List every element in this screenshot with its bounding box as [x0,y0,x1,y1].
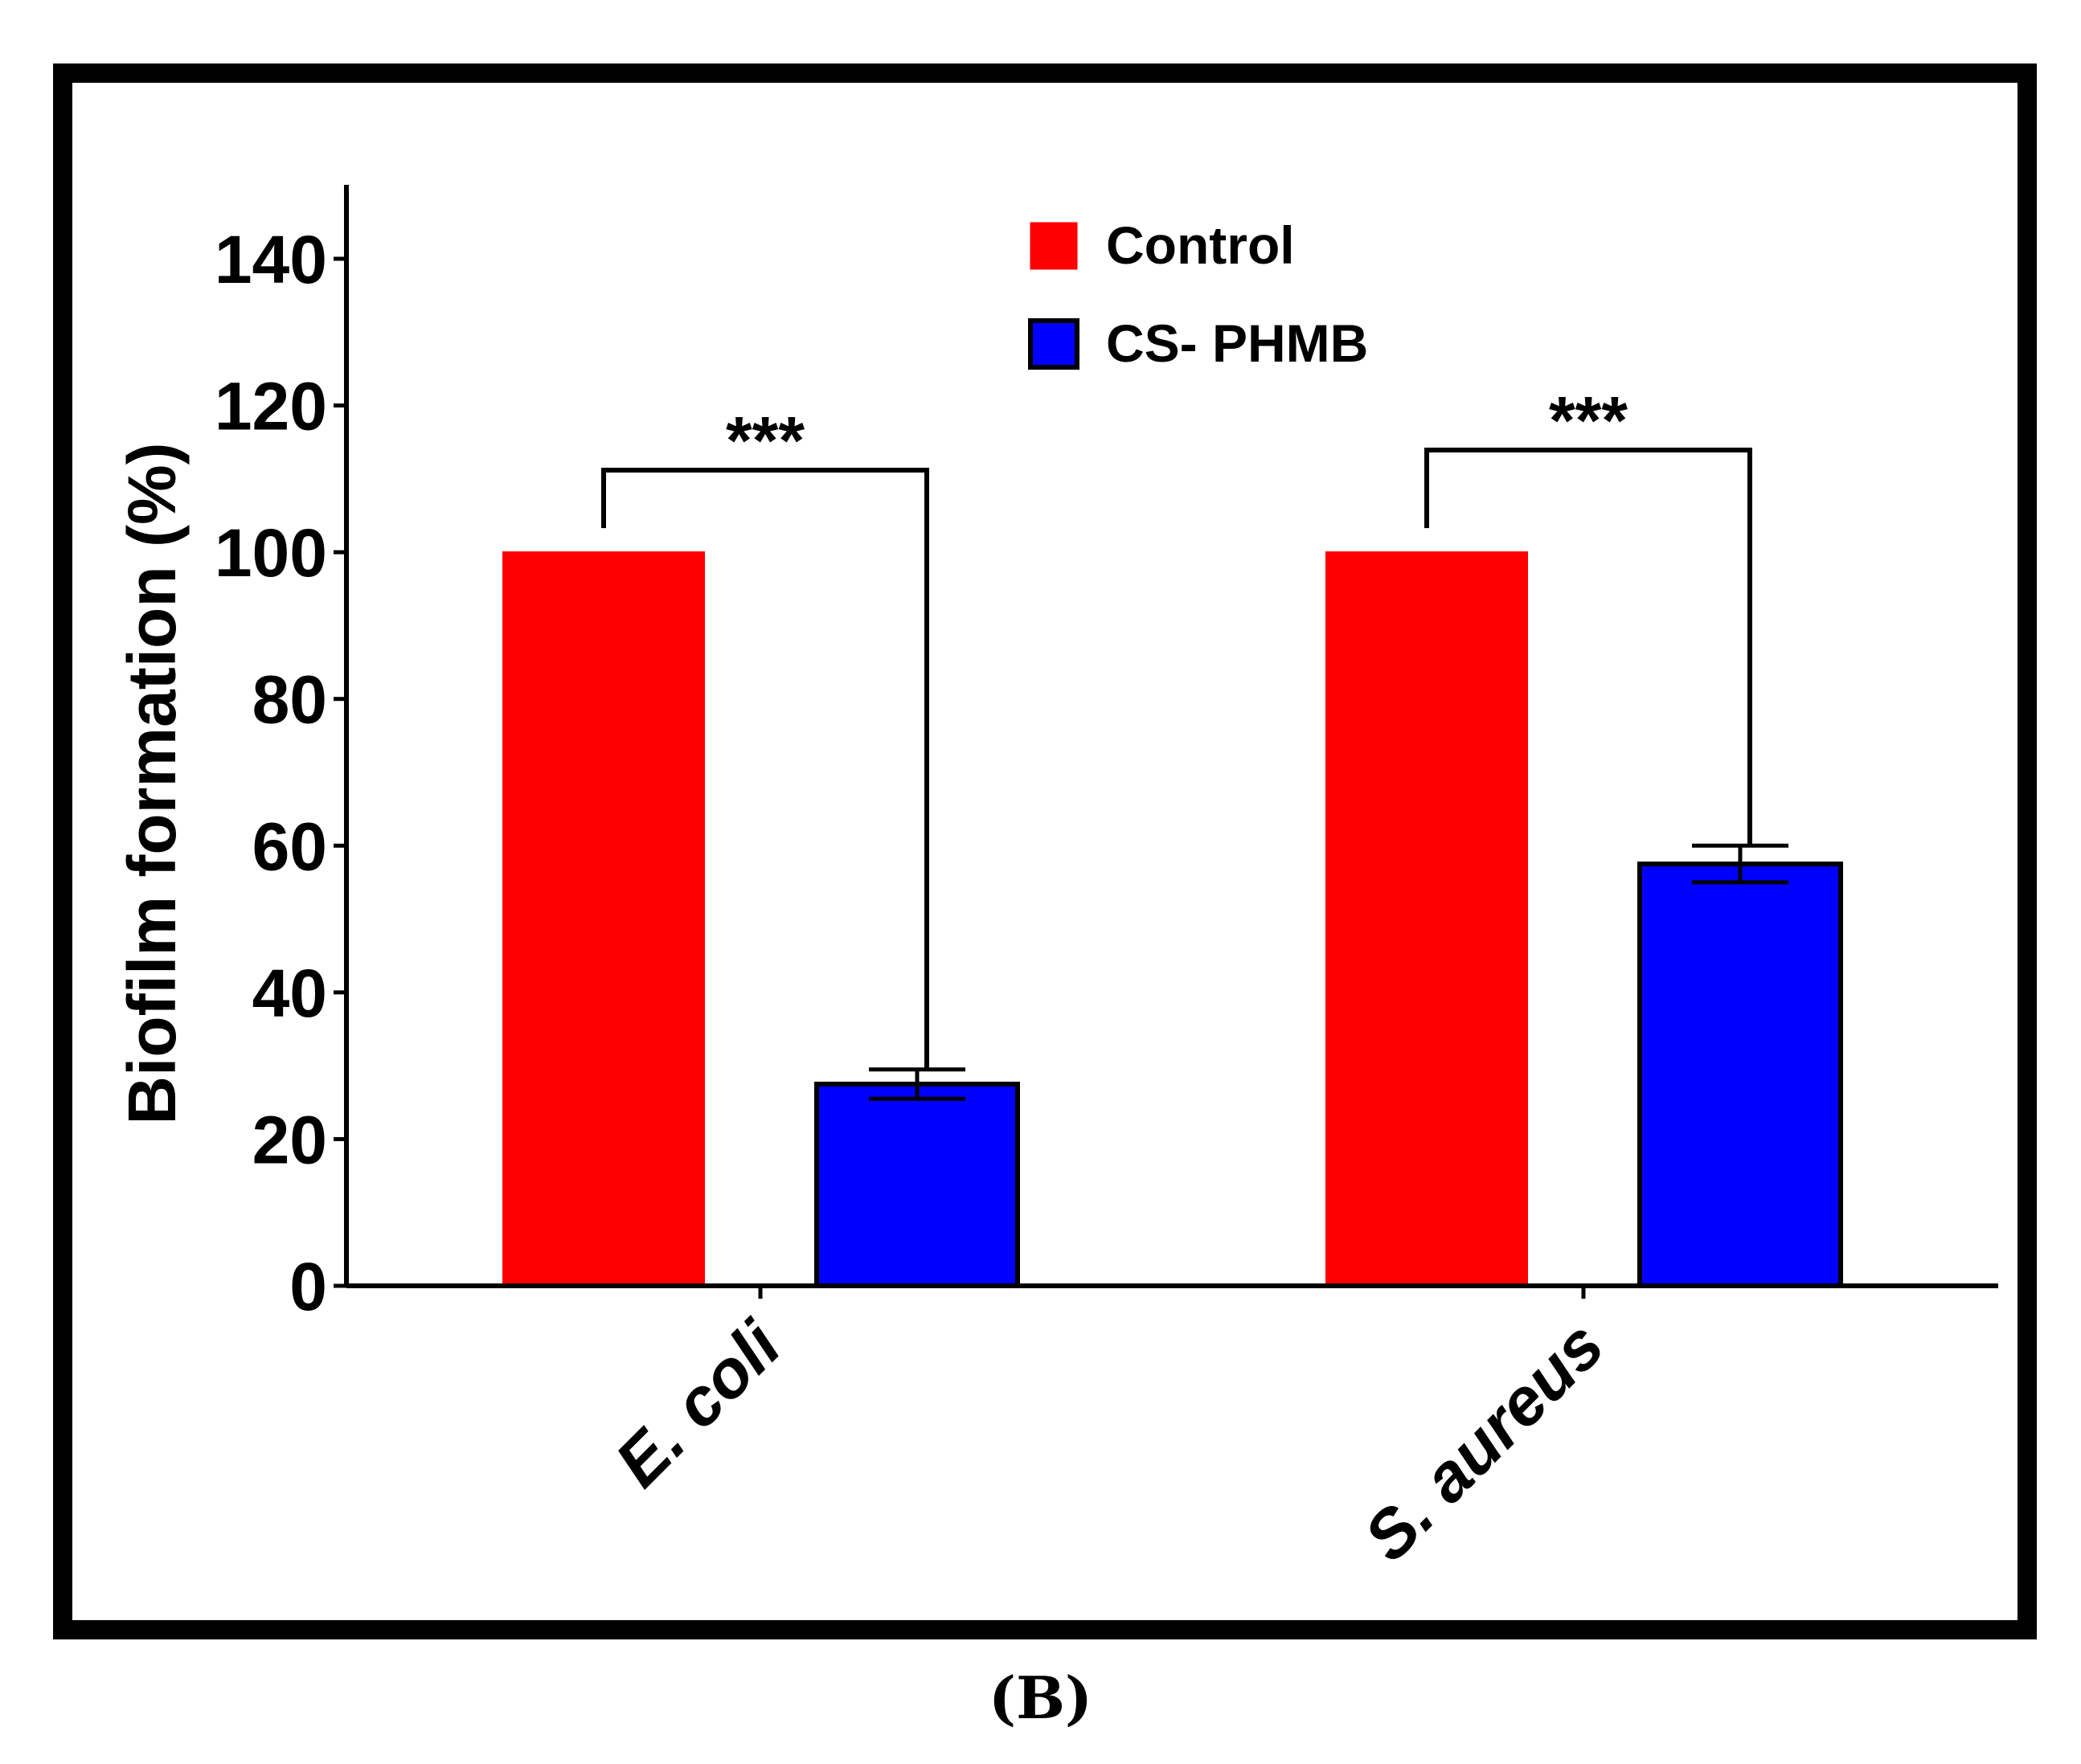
significance-label: *** [726,403,805,478]
y-tick-label: 140 [215,222,327,297]
x-tick-label: E. coli [600,1306,796,1501]
legend-swatch [1030,222,1078,270]
figure-caption: (B) [989,1664,1092,1732]
significance-bracket [1424,448,1752,846]
bar-control-1 [502,551,705,1287]
y-axis-title: Biofilm formation (%) [114,442,190,1124]
y-tick-label: 0 [289,1249,327,1324]
y-tick-label: 80 [252,662,327,738]
bar-treatment-1 [814,1081,1020,1288]
y-tick-label: 60 [252,808,327,884]
significance-label: *** [1549,383,1628,458]
y-tick-label: 100 [215,515,327,591]
significance-bracket [601,468,929,1070]
y-tick-label: 20 [252,1102,327,1177]
bar-treatment-2 [1637,862,1843,1289]
y-tick-label: 40 [252,956,327,1031]
legend-swatch [1028,318,1079,370]
legend-label: Control [1106,215,1295,275]
legend-label: CS- PHMB [1106,313,1368,373]
x-tick-label: S. aureus [1350,1307,1618,1575]
bar-control-2 [1325,551,1528,1287]
y-tick-label: 120 [215,369,327,444]
